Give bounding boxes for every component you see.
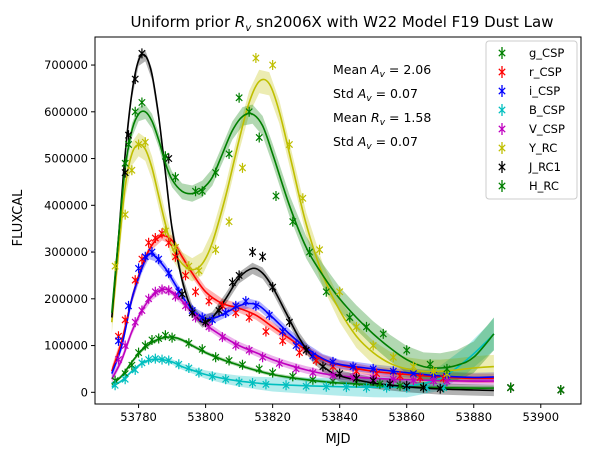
y-axis-label: FLUXCAL — [11, 189, 26, 247]
x-tick-label: 53880 — [455, 410, 492, 424]
x-tick-label: 53820 — [254, 410, 291, 424]
x-tick-label: 53800 — [187, 410, 224, 424]
legend-label: V_CSP — [529, 122, 565, 136]
y-tick-label: 0 — [81, 385, 88, 399]
chart-title: Uniform prior Rv sn2006X with W22 Model … — [131, 13, 554, 34]
x-tick-label: 53840 — [321, 410, 358, 424]
x-tick-label: 53900 — [522, 410, 559, 424]
x-tick-label: 53780 — [120, 410, 157, 424]
legend: g_CSP r_CSP i_CSP B_CSP V_CSP Y_RC J_RC1 H_RC — [486, 41, 577, 199]
y-tick-label: 100000 — [44, 339, 88, 353]
y-tick-label: 200000 — [44, 292, 88, 306]
y-tick-label: 700000 — [44, 58, 88, 72]
legend-label: H_RC — [529, 179, 559, 193]
y-tick-label: 300000 — [44, 245, 88, 259]
legend-label: g_CSP — [529, 46, 564, 60]
legend-label: J_RC1 — [528, 160, 561, 174]
x-tick-label: 53860 — [388, 410, 425, 424]
legend-label: Y_RC — [528, 141, 557, 155]
legend-label: i_CSP — [529, 84, 560, 98]
y-tick-label: 400000 — [44, 198, 88, 212]
y-tick-label: 600000 — [44, 105, 88, 119]
y-tick-label: 500000 — [44, 152, 88, 166]
legend-label: r_CSP — [529, 65, 562, 79]
x-axis-label: MJD — [325, 432, 350, 447]
legend-label: B_CSP — [529, 103, 565, 117]
